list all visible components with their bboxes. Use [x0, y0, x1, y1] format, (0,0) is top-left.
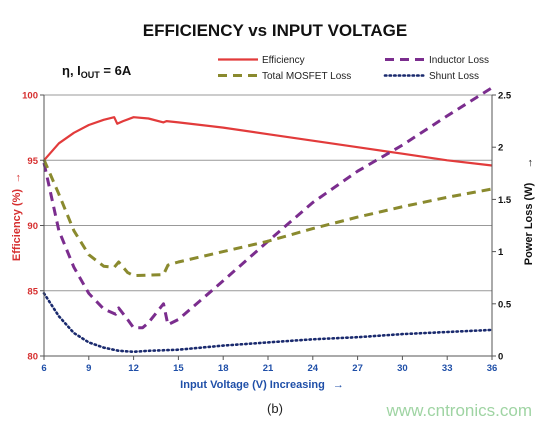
x-axis-label: Input Voltage (V) Increasing →: [180, 379, 344, 391]
y-left-tick-label-85: 85: [27, 286, 38, 297]
y-right-tick-label-1.5: 1.5: [498, 195, 512, 206]
x-tick-label-36: 36: [487, 363, 498, 374]
series-lines: [42, 86, 494, 354]
x-axis-arrow: →: [333, 379, 344, 391]
x-tick-label-21: 21: [263, 363, 274, 374]
x-tick-label-24: 24: [308, 363, 319, 374]
x-tick-label-15: 15: [173, 363, 184, 374]
y-left-tick-label-100: 100: [22, 91, 38, 102]
legend-label-shunt-loss: Shunt Loss: [429, 71, 479, 82]
series-efficiency: [43, 116, 493, 167]
y-left-tick-label-90: 90: [27, 221, 38, 232]
y-axis-left-arrow: →: [11, 173, 23, 184]
x-tick-label-9: 9: [86, 363, 91, 374]
y-axis-left-label: Efficiency (%): [11, 189, 23, 261]
legend-label-inductor-loss: Inductor Loss: [429, 55, 489, 66]
series-total-mosfet-loss: [42, 159, 493, 278]
x-tick-label-12: 12: [128, 363, 139, 374]
series-shunt-loss: [42, 292, 494, 354]
condition-label: η, IOUT = 6A: [62, 63, 132, 80]
condition-symbol: η, I: [62, 63, 81, 78]
x-tick-label-30: 30: [397, 363, 408, 374]
y-right-tick-label-0.5: 0.5: [498, 299, 512, 310]
watermark: www.cntronics.com: [386, 401, 532, 420]
legend: Efficiency Inductor Loss Total MOSFET Loss…: [218, 55, 489, 82]
y-axis-right-arrow: →: [523, 158, 535, 169]
legend-label-efficiency: Efficiency: [262, 55, 305, 66]
y-right-tick-label-0: 0: [498, 352, 503, 363]
legend-label-total-mosfet-loss: Total MOSFET Loss: [262, 71, 351, 82]
chart-title: EFFICIENCY vs INPUT VOLTAGE: [143, 21, 407, 40]
y-right-tick-label-2: 2: [498, 143, 503, 154]
y-left-tick-label-95: 95: [27, 156, 38, 167]
condition-subscript: OUT: [81, 70, 101, 80]
x-axis-label-text: Input Voltage (V) Increasing: [180, 379, 325, 391]
x-tick-label-6: 6: [41, 363, 46, 374]
condition-suffix: = 6A: [100, 63, 132, 78]
y-left-tick-label-80: 80: [27, 352, 38, 363]
figure-caption: (b): [267, 401, 283, 416]
y-right-tick-label-1: 1: [498, 247, 504, 258]
x-tick-label-33: 33: [442, 363, 453, 374]
series-inductor-loss: [42, 86, 493, 330]
y-right-tick-label-2.5: 2.5: [498, 91, 512, 102]
x-tick-label-27: 27: [352, 363, 363, 374]
x-tick-label-18: 18: [218, 363, 229, 374]
y-axis-right-label: Power Loss (W): [523, 182, 535, 265]
tick-labels: 6 9 12 15 18 21 24 27 30 33 36 80 85 90 95 100 0 0.5 1 1.5 2…: [22, 91, 512, 375]
